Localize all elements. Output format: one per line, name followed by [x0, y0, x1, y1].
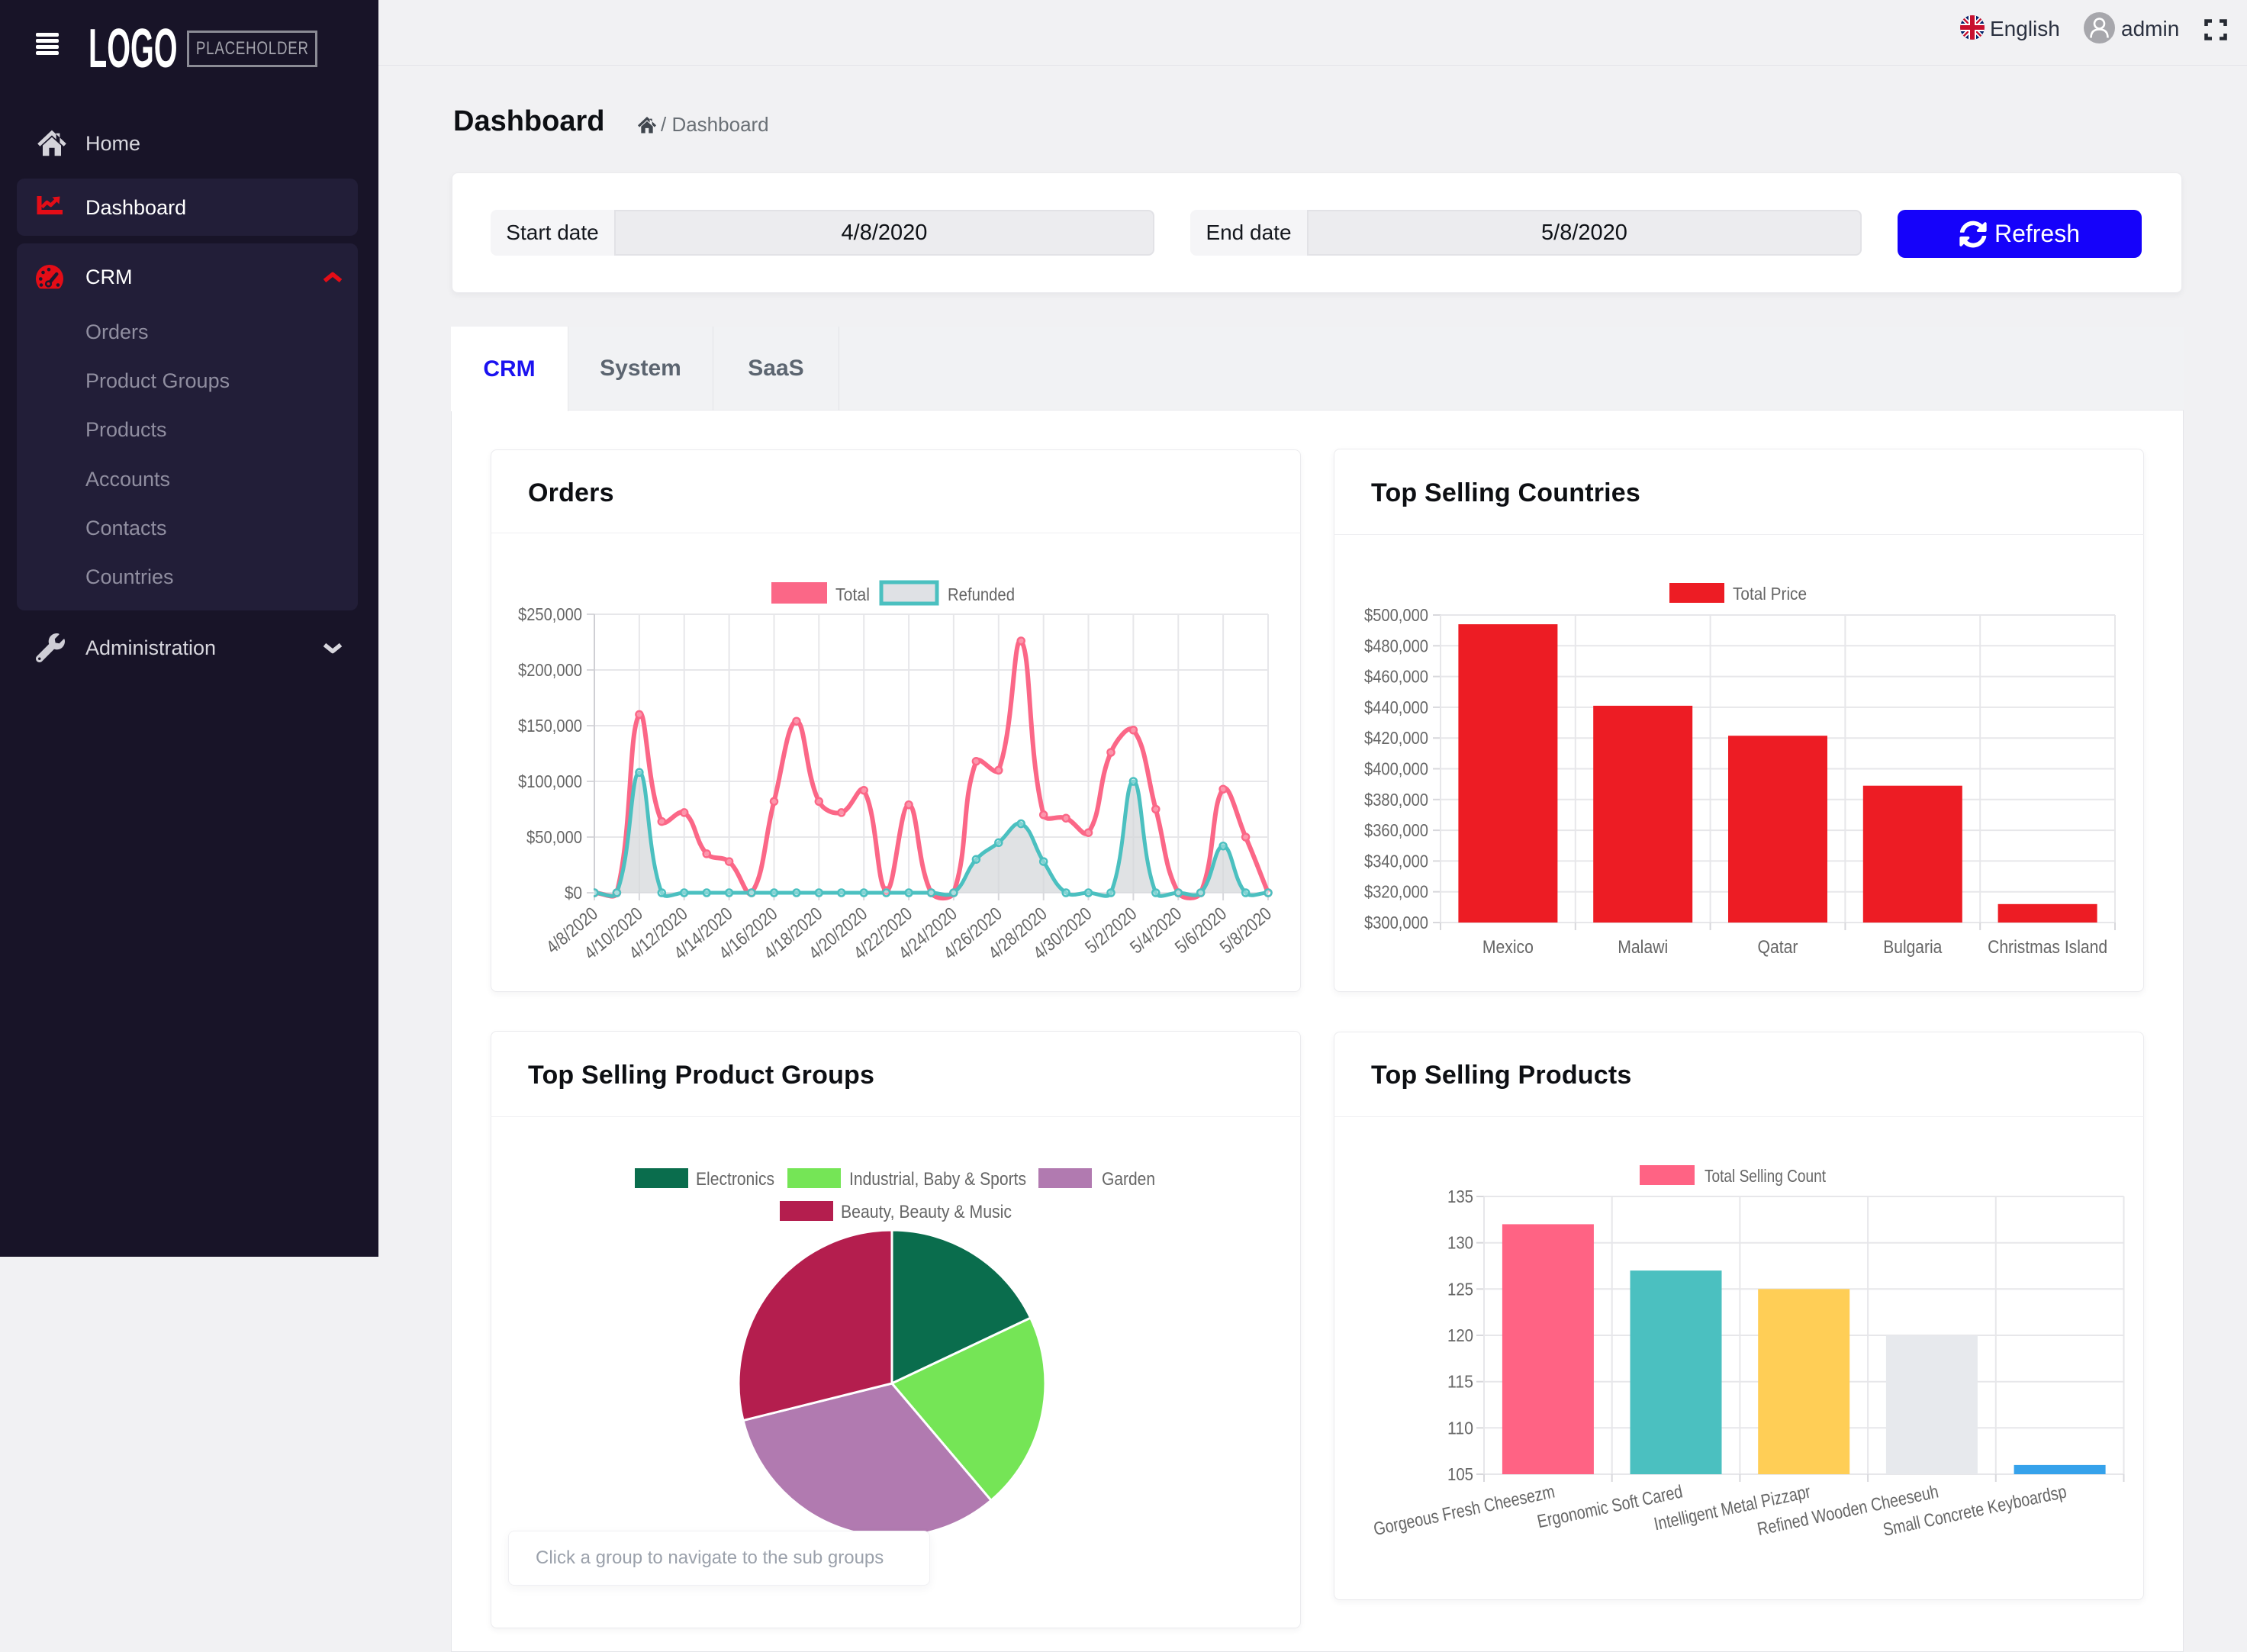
svg-text:Bulgaria: Bulgaria: [1883, 937, 1943, 958]
svg-text:$440,000: $440,000: [1364, 697, 1428, 717]
svg-text:$320,000: $320,000: [1364, 882, 1428, 902]
svg-text:$500,000: $500,000: [1364, 605, 1428, 625]
svg-text:Total Selling Count: Total Selling Count: [1705, 1166, 1826, 1186]
svg-text:Electronics: Electronics: [696, 1169, 774, 1190]
svg-text:$340,000: $340,000: [1364, 851, 1428, 871]
svg-text:110: 110: [1447, 1418, 1473, 1438]
svg-text:105: 105: [1447, 1464, 1473, 1484]
svg-text:$380,000: $380,000: [1364, 790, 1428, 810]
svg-text:Gorgeous Fresh Cheesezm: Gorgeous Fresh Cheesezm: [1372, 1481, 1556, 1540]
svg-text:$360,000: $360,000: [1364, 820, 1428, 840]
svg-text:$420,000: $420,000: [1364, 728, 1428, 748]
svg-text:$200,000: $200,000: [518, 660, 582, 680]
svg-text:130: 130: [1447, 1233, 1473, 1253]
svg-text:Christmas Island: Christmas Island: [1988, 937, 2107, 958]
svg-text:$460,000: $460,000: [1364, 667, 1428, 687]
svg-text:$400,000: $400,000: [1364, 759, 1428, 779]
svg-text:Malawi: Malawi: [1618, 937, 1668, 958]
svg-text:135: 135: [1447, 1187, 1473, 1206]
svg-text:Garden: Garden: [1102, 1169, 1155, 1190]
svg-text:Total: Total: [835, 584, 870, 604]
svg-text:$480,000: $480,000: [1364, 636, 1428, 655]
svg-text:$250,000: $250,000: [518, 604, 582, 624]
svg-text:Refunded: Refunded: [948, 584, 1015, 604]
svg-text:Mexico: Mexico: [1482, 937, 1534, 958]
svg-text:115: 115: [1447, 1372, 1473, 1392]
svg-text:$50,000: $50,000: [526, 827, 582, 847]
svg-text:5/8/2020: 5/8/2020: [1216, 903, 1276, 958]
svg-text:$300,000: $300,000: [1364, 913, 1428, 932]
svg-text:Industrial, Baby & Sports: Industrial, Baby & Sports: [849, 1169, 1026, 1190]
svg-text:125: 125: [1447, 1279, 1473, 1299]
svg-text:Total Price: Total Price: [1733, 584, 1807, 604]
svg-text:Qatar: Qatar: [1758, 937, 1798, 958]
svg-text:$0: $0: [565, 883, 582, 903]
svg-text:120: 120: [1447, 1325, 1473, 1345]
svg-text:Beauty, Beauty & Music: Beauty, Beauty & Music: [841, 1202, 1012, 1222]
svg-text:$100,000: $100,000: [518, 771, 582, 791]
svg-text:$150,000: $150,000: [518, 716, 582, 736]
